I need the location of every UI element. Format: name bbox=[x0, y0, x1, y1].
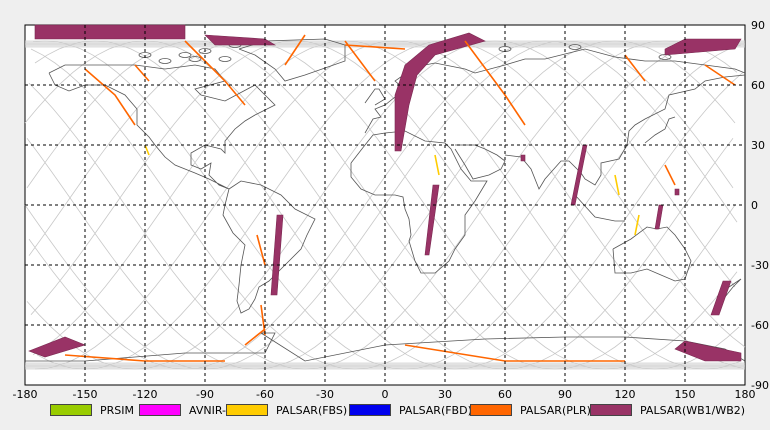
wb-swath bbox=[204, 34, 277, 46]
x-tick-label: 180 bbox=[735, 388, 756, 398]
coverage-map: -180 -150 -120 -90 -60 -30 0 30 60 90 120 150 180 90… bbox=[13, 19, 769, 398]
coastline bbox=[644, 116, 676, 144]
y-tick-label: -30 bbox=[751, 259, 769, 272]
legend-item: PALSAR(WB1/WB2) bbox=[590, 403, 745, 417]
fbs-track bbox=[634, 214, 640, 236]
y-tick-labels: 90 60 30 0 -30 -60 -90 bbox=[751, 19, 769, 392]
wb-swath bbox=[674, 340, 742, 362]
wb-swath bbox=[664, 38, 742, 56]
coastline bbox=[612, 226, 692, 282]
plr-track bbox=[464, 40, 526, 126]
fbs-track bbox=[614, 174, 620, 196]
legend-item: PALSAR(PLR) bbox=[470, 403, 591, 417]
legend-swatch bbox=[226, 404, 268, 416]
wb-swath bbox=[424, 184, 440, 256]
x-tick-label: -30 bbox=[316, 388, 334, 398]
coastline bbox=[574, 194, 625, 222]
legend-item: AVNIR-2 bbox=[139, 403, 233, 417]
plr-track bbox=[704, 64, 736, 86]
y-tick-label: 60 bbox=[751, 79, 765, 92]
island bbox=[158, 58, 172, 64]
fbs-track bbox=[144, 144, 150, 156]
coastline bbox=[454, 144, 506, 180]
x-tick-label: 30 bbox=[438, 388, 452, 398]
x-tick-label: 150 bbox=[675, 388, 696, 398]
island bbox=[568, 44, 582, 50]
x-tick-label: -150 bbox=[73, 388, 98, 398]
y-tick-label: 90 bbox=[751, 19, 765, 32]
legend-swatch bbox=[50, 404, 92, 416]
legend-swatch bbox=[470, 404, 512, 416]
wb-swath bbox=[270, 214, 284, 296]
island bbox=[198, 48, 212, 54]
x-tick-label: 120 bbox=[615, 388, 636, 398]
island bbox=[218, 56, 232, 62]
legend-swatch bbox=[590, 404, 632, 416]
orbit-track bbox=[24, 40, 734, 370]
plr-track bbox=[244, 328, 266, 346]
y-tick-label: -60 bbox=[751, 319, 769, 332]
y-tick-label: 0 bbox=[751, 199, 758, 212]
legend-swatch bbox=[139, 404, 181, 416]
coastline bbox=[350, 130, 488, 274]
legend-swatch bbox=[349, 404, 391, 416]
plr-track bbox=[624, 54, 646, 82]
x-tick-label: -180 bbox=[13, 388, 38, 398]
wb-swath bbox=[674, 188, 680, 196]
x-tick-label: 90 bbox=[558, 388, 572, 398]
y-tick-label: -90 bbox=[751, 379, 769, 392]
x-tick-label: -90 bbox=[196, 388, 214, 398]
x-tick-label: 0 bbox=[382, 388, 389, 398]
legend-item: PRSIM bbox=[50, 403, 134, 417]
legend-label: PALSAR(FBS) bbox=[276, 403, 348, 417]
plr-track bbox=[664, 164, 676, 186]
coastline bbox=[25, 332, 746, 362]
x-tick-labels: -180 -150 -120 -90 -60 -30 0 30 60 90 120 150 180 bbox=[13, 388, 756, 398]
plr-track bbox=[344, 40, 376, 82]
plr-track bbox=[256, 234, 266, 266]
legend: PRSIM AVNIR-2 PALSAR(FBS) PALSAR(FBD) PALSAR… bbox=[0, 398, 770, 422]
graticule bbox=[25, 25, 745, 385]
fbs-tracks bbox=[144, 144, 640, 236]
plr-track bbox=[84, 68, 136, 126]
plr-track bbox=[184, 40, 246, 106]
legend-item: PALSAR(FBD) bbox=[349, 403, 472, 417]
coastline bbox=[504, 74, 746, 190]
legend-label: PALSAR(FBD) bbox=[399, 403, 472, 417]
wb-swaths bbox=[28, 24, 742, 362]
coastline bbox=[222, 180, 316, 314]
orbit-track bbox=[32, 40, 742, 370]
coastline bbox=[364, 48, 746, 134]
coastline bbox=[364, 88, 386, 106]
wb-swath bbox=[394, 32, 486, 152]
orbit-track bbox=[34, 40, 744, 370]
plr-track bbox=[344, 44, 406, 50]
y-tick-label: 30 bbox=[751, 139, 765, 152]
legend-label: PRSIM bbox=[100, 403, 134, 417]
wb-swath bbox=[710, 280, 732, 316]
wb-swath bbox=[34, 24, 186, 40]
island bbox=[188, 56, 202, 62]
plr-track bbox=[284, 34, 306, 66]
x-tick-label: -60 bbox=[256, 388, 274, 398]
fbs-track bbox=[434, 154, 440, 176]
wb-swath bbox=[520, 154, 526, 162]
orbit-track bbox=[32, 40, 742, 370]
island bbox=[178, 52, 192, 58]
legend-label: PALSAR(WB1/WB2) bbox=[640, 403, 746, 417]
coastlines bbox=[25, 38, 746, 362]
legend-item: PALSAR(FBS) bbox=[226, 403, 347, 417]
x-tick-label: -120 bbox=[133, 388, 158, 398]
legend-label: PALSAR(PLR) bbox=[520, 403, 591, 417]
legend-label: AVNIR-2 bbox=[189, 403, 233, 417]
plr-track bbox=[134, 64, 150, 82]
x-tick-label: 60 bbox=[498, 388, 512, 398]
